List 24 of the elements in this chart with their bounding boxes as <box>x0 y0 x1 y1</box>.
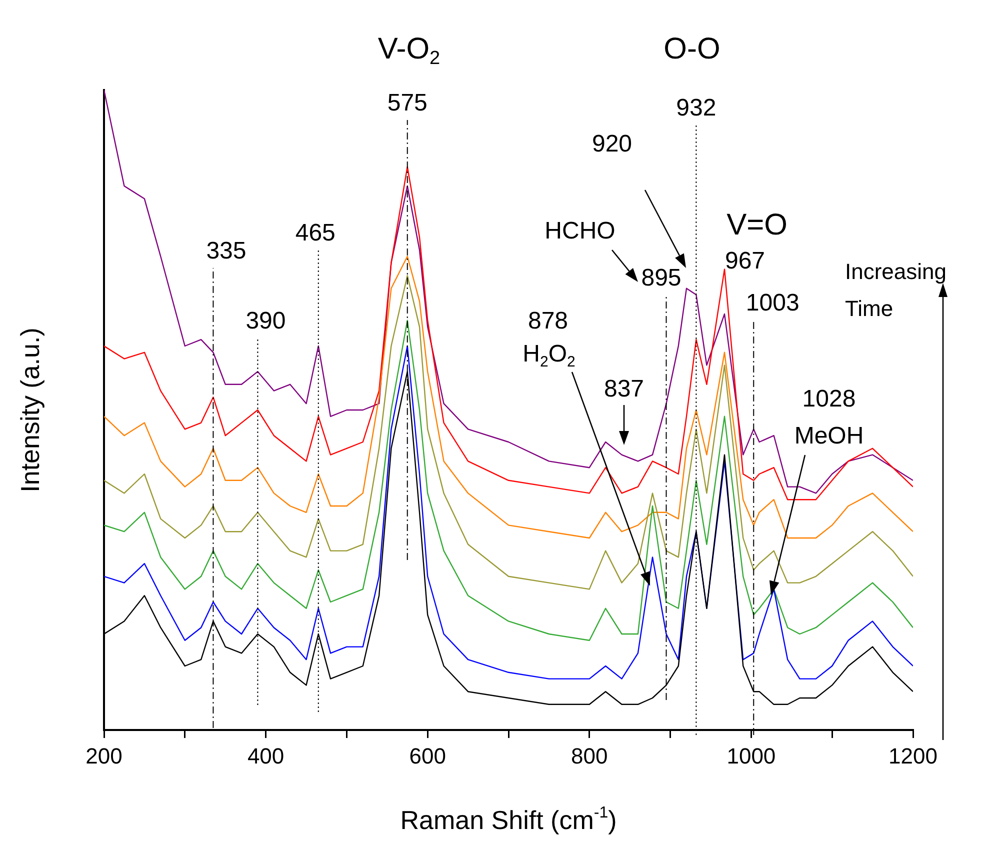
x-tick-label: 600 <box>409 743 446 768</box>
text: O-O <box>664 32 720 66</box>
annotation: HCHO <box>544 218 616 245</box>
ref-line-label: 575 <box>387 90 428 117</box>
x-tick-label: 1000 <box>726 743 776 768</box>
ref-line-label: 1003 <box>746 290 800 317</box>
ref-line-label: 335 <box>206 238 246 265</box>
annotation: 878 <box>528 308 568 335</box>
x-tick-label: 800 <box>571 743 608 768</box>
ref-line-label: 895 <box>641 264 682 292</box>
ref-line-label: 932 <box>676 94 716 122</box>
annotation: MeOH <box>794 422 864 450</box>
ref-line-label: 465 <box>295 220 336 247</box>
annotation: 837 <box>604 376 644 403</box>
annotation: V=O <box>726 208 788 242</box>
ref-line-label: 390 <box>246 308 286 335</box>
annotation: 1028 <box>802 386 856 413</box>
annotation: Increasing Time <box>845 258 948 323</box>
annotation: 920 <box>592 130 632 158</box>
x-tick-label: 1200 <box>888 743 938 768</box>
x-tick-label: 200 <box>86 743 122 768</box>
annotation: 967 <box>724 248 766 275</box>
x-tick-label: 400 <box>247 743 284 768</box>
y-axis-title: Intensity (a.u.) <box>15 328 46 492</box>
